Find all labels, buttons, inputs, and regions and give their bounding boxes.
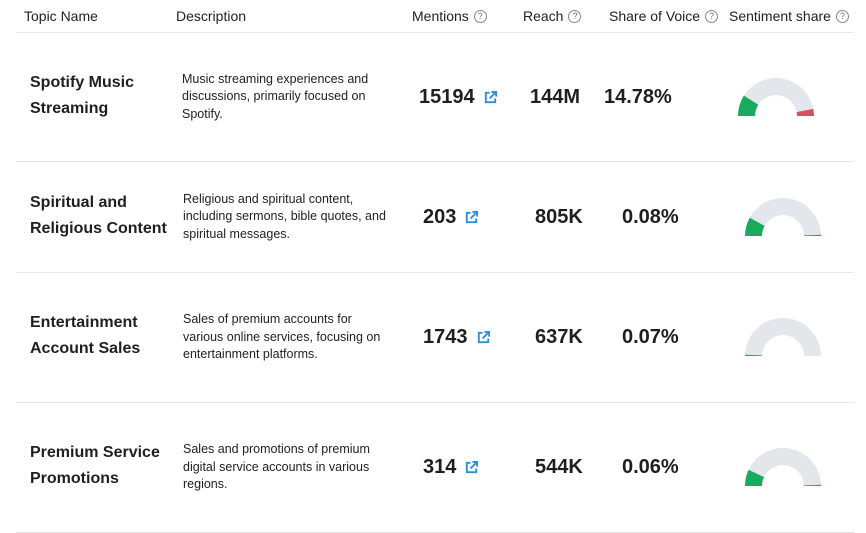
- header-label: Description: [176, 8, 247, 24]
- share-of-voice-value: 0.06%: [622, 456, 679, 478]
- help-icon[interactable]: ?: [473, 9, 487, 23]
- gauge-negative: [803, 234, 821, 236]
- mentions-cell: 314: [423, 456, 479, 479]
- sentiment-gauge[interactable]: [736, 76, 816, 118]
- sentiment-gauge[interactable]: [743, 446, 823, 488]
- share-of-voice-value: 0.07%: [622, 326, 679, 348]
- header-topic[interactable]: Topic Name: [24, 8, 98, 24]
- topic-description: Religious and spiritual content, includi…: [183, 191, 386, 241]
- gauge-positive: [738, 95, 759, 116]
- header-mentions[interactable]: Mentions?: [412, 8, 487, 24]
- mentions-value: 314: [423, 456, 457, 478]
- mentions-cell: 203: [423, 206, 479, 229]
- header-label: Sentiment share: [729, 8, 831, 24]
- mentions-value: 15194: [419, 85, 475, 108]
- header-sentiment[interactable]: Sentiment share?: [729, 8, 849, 24]
- table-row[interactable]: Premium Service Promotions Sales and pro…: [16, 403, 854, 533]
- header-description[interactable]: Description: [176, 8, 246, 24]
- gauge-positive: [745, 469, 764, 486]
- reach-value: 805K: [535, 205, 583, 228]
- topic-name: Spiritual and Religious Content: [30, 193, 167, 237]
- gauge-positive: [745, 354, 763, 356]
- table-row[interactable]: Spiritual and Religious Content Religiou…: [16, 162, 854, 273]
- gauge-track: [745, 318, 821, 356]
- external-link-icon[interactable]: [464, 210, 479, 225]
- header-sov[interactable]: Share of Voice?: [609, 8, 719, 24]
- mentions-value: 1743: [423, 326, 468, 348]
- help-icon[interactable]: ?: [705, 9, 719, 23]
- reach-value: 544K: [535, 456, 583, 478]
- external-link-icon[interactable]: [483, 90, 498, 105]
- reach-value: 637K: [535, 326, 583, 348]
- mentions-value: 203: [423, 205, 457, 228]
- gauge-track: [745, 448, 821, 486]
- topic-description: Sales and promotions of premium digital …: [183, 442, 370, 491]
- topic-name: Premium Service Promotions: [30, 444, 160, 487]
- table-header: Topic Name Description Mentions? Reach? …: [16, 0, 854, 33]
- reach-value: 144M: [530, 85, 581, 108]
- mentions-cell: 15194: [419, 86, 498, 109]
- table-row[interactable]: Entertainment Account Sales Sales of pre…: [16, 273, 854, 403]
- topic-name: Entertainment Account Sales: [30, 314, 141, 357]
- topic-description: Music streaming experiences and discussi…: [182, 71, 369, 121]
- topic-description: Sales of premium accounts for various on…: [183, 312, 381, 361]
- header-label: Reach: [523, 8, 564, 24]
- gauge-negative: [803, 484, 821, 486]
- header-label: Mentions: [412, 8, 469, 24]
- header-label: Topic Name: [24, 8, 98, 24]
- help-icon[interactable]: ?: [568, 9, 582, 23]
- external-link-icon[interactable]: [464, 460, 479, 475]
- sentiment-gauge[interactable]: [743, 196, 823, 238]
- topic-name: Spotify Music Streaming: [30, 73, 135, 117]
- share-of-voice-value: 0.08%: [622, 205, 679, 228]
- table-row[interactable]: Spotify Music Streaming Music streaming …: [16, 33, 854, 162]
- gauge-negative: [796, 108, 814, 116]
- help-icon[interactable]: ?: [835, 9, 849, 23]
- header-label: Share of Voice: [609, 8, 701, 24]
- external-link-icon[interactable]: [476, 330, 491, 345]
- header-reach[interactable]: Reach?: [523, 8, 582, 24]
- gauge-positive: [745, 217, 765, 236]
- share-of-voice-value: 14.78%: [604, 85, 672, 108]
- sentiment-gauge[interactable]: [743, 316, 823, 358]
- mentions-cell: 1743: [423, 326, 491, 349]
